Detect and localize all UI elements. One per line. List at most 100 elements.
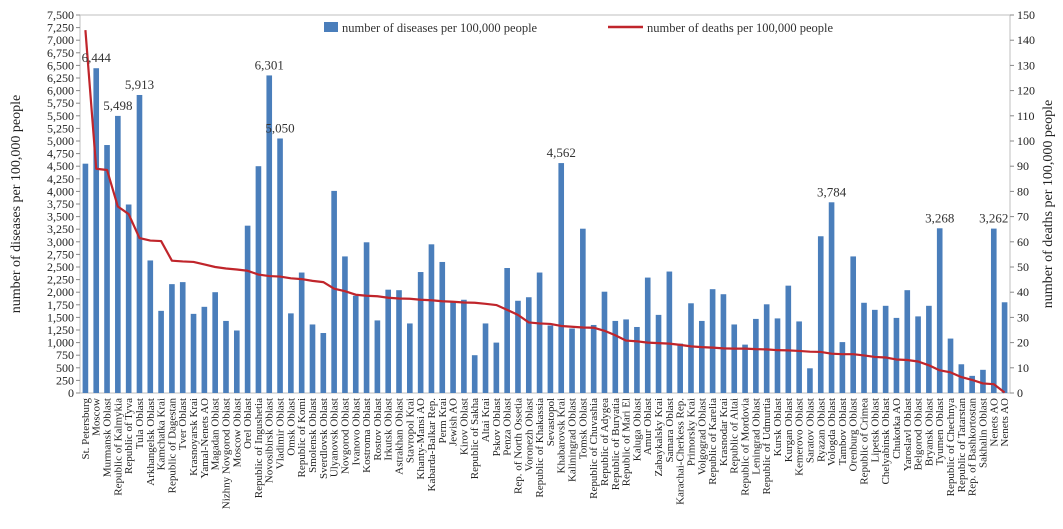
- category-label: Khabarovsk Krai: [556, 398, 568, 473]
- category-label: Chelyabinsk Oblast: [880, 398, 892, 484]
- bar: [947, 338, 954, 393]
- bar: [450, 301, 456, 393]
- category-label: Republic of Dagestan: [166, 398, 178, 494]
- category-label: Republic of Kalmykia: [112, 398, 124, 496]
- bar: [169, 284, 175, 393]
- bar: [288, 313, 294, 393]
- bar: [709, 289, 716, 393]
- bar: [969, 375, 975, 393]
- legend-line-label: number of deaths per 100,000 people: [647, 21, 834, 35]
- bar: [493, 342, 500, 393]
- bar: [590, 324, 597, 393]
- y-left-tick-label: 1,250: [47, 323, 74, 337]
- bar: [407, 323, 413, 393]
- category-label: Republic of Udmurtia: [761, 398, 773, 495]
- bar: [872, 309, 878, 393]
- y-left-tick-label: 3,250: [47, 222, 74, 236]
- category-label: Kabarda-Balkar Rep.: [426, 398, 438, 492]
- category-label: Tula Oblast: [134, 398, 146, 449]
- y-left-tick-label: 6,000: [47, 84, 74, 98]
- bar: [547, 325, 554, 393]
- y-axis-right-title: number of deaths per 100,000 people: [1041, 100, 1056, 308]
- category-label: Lipetsk Oblast: [869, 398, 881, 462]
- bar: [904, 290, 911, 393]
- y-right-tick-label: 150: [1017, 8, 1035, 22]
- category-label: Samara Oblast: [664, 398, 676, 462]
- category-label: Tyumen Oblast: [934, 398, 946, 465]
- y-left-tick-label: 2,250: [47, 273, 74, 287]
- bar: [731, 324, 738, 393]
- bar: [147, 260, 154, 393]
- bar: [850, 256, 857, 393]
- category-label: Moscow Oblast: [231, 398, 243, 467]
- y-left-tick-label: 250: [56, 373, 74, 387]
- y-left-tick-label: 7,250: [47, 21, 74, 35]
- category-label: Republic of Chuvashia: [588, 398, 600, 499]
- category-label: Orenburg Oblast: [848, 398, 860, 471]
- y-right-tick-label: 0: [1017, 386, 1023, 400]
- category-label: Republic of Komi: [296, 398, 308, 477]
- bar: [331, 190, 337, 393]
- y-left-tick-label: 4,750: [47, 147, 74, 161]
- bar: [223, 320, 229, 393]
- category-label: Yaroslavl Oblast: [902, 398, 914, 471]
- data-label: 5,913: [125, 77, 154, 92]
- y-left-tick-label: 3,000: [47, 235, 74, 249]
- category-label: Kursk Oblast: [772, 398, 784, 456]
- data-label: 4,562: [547, 145, 576, 160]
- category-label: Volgograd Oblast: [696, 398, 708, 475]
- category-label: Amur Oblast: [642, 398, 654, 455]
- bar: [515, 300, 521, 393]
- bar: [742, 344, 748, 393]
- category-label: Rep. of North Ossetia: [512, 398, 524, 494]
- category-label: Perm Krai: [437, 398, 449, 444]
- data-label: 3,262: [979, 211, 1008, 226]
- bar: [179, 282, 186, 393]
- y-right-tick-label: 30: [1017, 310, 1029, 324]
- bar: [1001, 302, 1008, 393]
- category-label: Republic of Karelia: [707, 398, 719, 485]
- bar: [158, 310, 164, 393]
- legend-bar-swatch: [324, 22, 338, 32]
- y-left-tick-label: 500: [56, 361, 74, 375]
- category-label: Arkhangelsk Oblast: [145, 398, 157, 486]
- category-label: Nenets AO: [999, 398, 1011, 447]
- bar: [536, 272, 543, 393]
- y-left-tick-label: 7,500: [47, 8, 74, 22]
- bar: [352, 295, 359, 393]
- bar: [428, 244, 435, 393]
- y-left-tick-label: 1,000: [47, 336, 74, 350]
- y-right-tick-label: 50: [1017, 260, 1029, 274]
- category-label: Murmansk Oblast: [102, 398, 114, 477]
- bar: [753, 318, 759, 393]
- category-label: Krasnoyarsk Krai: [188, 398, 200, 476]
- category-label: Novosibirsk Oblast: [264, 398, 276, 483]
- category-label: Irkutsk Oblast: [383, 398, 395, 461]
- bar: [298, 272, 305, 393]
- bar: [417, 272, 424, 393]
- bar: [569, 328, 575, 393]
- y-left-tick-label: 3,500: [47, 210, 74, 224]
- category-label: Republic of Tyva: [123, 398, 135, 474]
- bar: [601, 291, 608, 393]
- category-label: Ulyanovsk Oblast: [329, 398, 341, 477]
- category-label: Republic of Chechnya: [945, 398, 957, 496]
- bar: [580, 228, 586, 393]
- category-label: Tomsk Oblast: [577, 398, 589, 459]
- y-left-tick-label: 5,750: [47, 96, 74, 110]
- category-label: Yamal-Nenets AO: [199, 398, 211, 479]
- y-right-tick-label: 20: [1017, 336, 1029, 350]
- bar: [104, 145, 110, 393]
- bar: [558, 163, 565, 393]
- category-label: Kemerovo Oblast: [794, 398, 806, 476]
- y-right-tick-label: 140: [1017, 33, 1035, 47]
- category-label: Novgorod Oblast: [339, 398, 351, 474]
- category-label: Rep. of Bashkortostan: [967, 398, 979, 497]
- bar: [266, 75, 273, 394]
- bar: [461, 299, 467, 393]
- bar: [385, 289, 392, 393]
- bar: [212, 292, 218, 393]
- category-label: Primorsky Krai: [685, 398, 697, 466]
- category-label: Smolensk Oblast: [307, 398, 319, 473]
